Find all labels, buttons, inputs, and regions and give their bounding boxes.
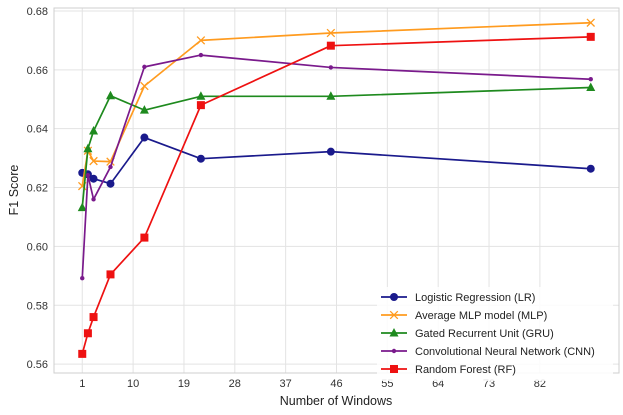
series-line — [81, 54, 591, 279]
data-point — [83, 329, 92, 338]
data-point — [89, 126, 99, 135]
legend-item: Logistic Regression (LR) — [381, 292, 535, 304]
series-group — [77, 18, 596, 358]
data-point — [91, 197, 96, 202]
data-point — [196, 101, 205, 110]
series-average-mlp-model-mlp — [77, 18, 596, 191]
series-gated-recurrent-unit-gru — [77, 82, 596, 212]
data-point — [389, 328, 399, 337]
x-axis-label: Number of Windows — [280, 394, 393, 408]
data-point — [586, 32, 595, 41]
legend-item: Average MLP model (MLP) — [381, 310, 547, 322]
series-convolutional-neural-network-cnn — [80, 52, 593, 281]
data-point — [142, 64, 147, 70]
data-point — [89, 156, 98, 166]
data-point — [326, 91, 336, 100]
x-tick-label: 1 — [79, 378, 85, 390]
data-point — [390, 293, 398, 301]
x-tick-label: 28 — [229, 378, 241, 390]
data-point — [77, 202, 87, 212]
data-point — [196, 91, 206, 100]
data-point — [108, 164, 113, 170]
data-point — [85, 172, 91, 178]
legend-item: Convolutional Neural Network (CNN) — [381, 346, 595, 358]
legend-label: Logistic Regression (LR) — [415, 292, 535, 304]
data-point — [89, 313, 98, 322]
y-tick-label: 0.58 — [27, 300, 48, 312]
data-point — [140, 81, 149, 91]
y-axis-ticks: 0.56 0.58 0.60 0.62 0.64 0.66 0.68 — [27, 6, 48, 371]
y-tick-label: 0.56 — [27, 359, 48, 371]
data-point — [106, 179, 115, 188]
legend-item: Random Forest (RF) — [381, 364, 516, 376]
x-tick-label: 19 — [178, 378, 190, 390]
data-point — [588, 77, 593, 82]
data-point — [139, 105, 149, 114]
data-point — [326, 28, 336, 38]
x-tick-label: 10 — [127, 378, 139, 390]
data-point — [80, 276, 85, 281]
data-point — [391, 348, 397, 354]
y-axis-label: F1 Score — [7, 165, 21, 216]
y-tick-label: 0.66 — [27, 65, 48, 77]
data-point — [390, 365, 398, 373]
data-point — [326, 41, 335, 50]
y-tick-label: 0.62 — [27, 183, 48, 195]
x-tick-label: 37 — [280, 378, 292, 390]
data-point — [196, 154, 205, 163]
x-tick-label: 46 — [330, 378, 342, 390]
data-point — [198, 52, 204, 58]
data-point — [326, 147, 335, 156]
y-tick-label: 0.68 — [27, 6, 48, 18]
y-tick-label: 0.64 — [27, 124, 48, 136]
y-tick-label: 0.60 — [27, 241, 48, 253]
data-point — [89, 174, 98, 183]
legend-item: Gated Recurrent Unit (GRU) — [381, 328, 554, 340]
legend-background — [377, 287, 613, 381]
legend-label: Average MLP model (MLP) — [415, 310, 547, 322]
data-point — [586, 18, 596, 27]
data-point — [196, 36, 206, 45]
data-point — [106, 270, 115, 279]
legend: Logistic Regression (LR) Average MLP mode… — [377, 287, 613, 381]
data-point — [106, 90, 115, 100]
series-random-forest-rf — [78, 32, 595, 358]
data-point — [586, 82, 596, 91]
data-point — [78, 349, 87, 358]
data-point — [586, 164, 595, 173]
legend-label: Convolutional Neural Network (CNN) — [415, 346, 595, 358]
data-point — [140, 233, 149, 242]
legend-label: Random Forest (RF) — [415, 364, 516, 376]
data-point — [389, 310, 399, 320]
data-point — [328, 65, 334, 70]
plot-frame — [53, 7, 620, 374]
data-point — [83, 143, 93, 153]
legend-label: Gated Recurrent Unit (GRU) — [415, 328, 554, 340]
data-point — [140, 133, 149, 142]
